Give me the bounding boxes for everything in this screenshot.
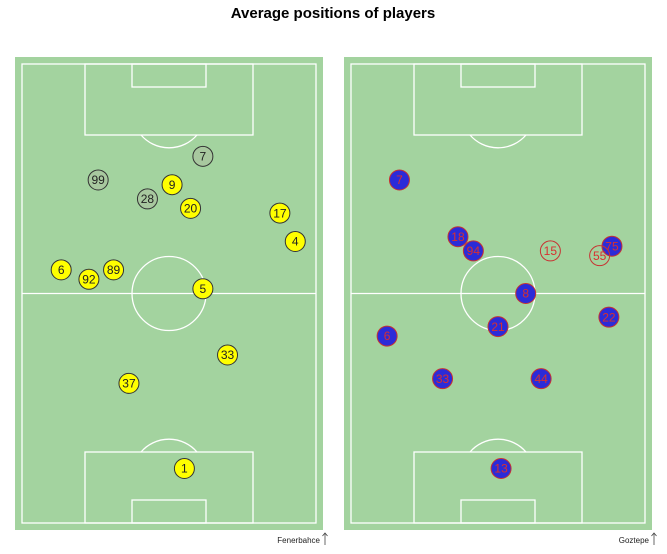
player-marker <box>180 197 202 219</box>
player-marker <box>103 259 125 281</box>
player-marker <box>192 278 214 300</box>
player-marker <box>376 325 398 347</box>
player-marker <box>589 245 611 267</box>
player-marker <box>284 230 306 252</box>
pitch-line <box>460 499 536 524</box>
player-marker <box>217 344 239 366</box>
player-number: 4 <box>292 235 299 249</box>
pitch-line <box>131 63 207 88</box>
player-marker <box>432 368 454 390</box>
pitch-line <box>469 438 527 453</box>
player-marker <box>515 283 537 304</box>
player-number: 20 <box>184 202 198 216</box>
player-number: 22 <box>602 310 616 324</box>
player-marker <box>388 169 410 191</box>
player-number: 55 <box>593 249 607 263</box>
player-marker <box>78 268 100 290</box>
player-number: 17 <box>273 206 287 220</box>
team-name: Goztepe <box>619 536 650 545</box>
team-name: Fenerbahce <box>277 536 320 545</box>
player-marker <box>192 145 214 167</box>
pitch-line <box>460 63 536 88</box>
player-marker <box>87 169 109 191</box>
player-number: 5 <box>200 282 207 296</box>
pitch-line <box>469 134 527 149</box>
player-marker <box>136 188 158 210</box>
player-number: 92 <box>82 272 96 286</box>
player-marker <box>50 259 72 281</box>
player-number: 44 <box>534 372 548 386</box>
player-number: 7 <box>200 150 207 164</box>
pitch-line <box>140 134 198 149</box>
player-marker <box>539 240 561 262</box>
player-marker <box>462 240 484 262</box>
player-number: 8 <box>522 287 529 301</box>
player-number: 15 <box>544 244 558 258</box>
player-marker <box>173 458 195 480</box>
pitch-line <box>140 438 198 453</box>
player-number: 21 <box>491 320 505 334</box>
player-number: 33 <box>221 348 235 362</box>
player-marker <box>447 226 469 248</box>
player-number: 33 <box>436 372 450 386</box>
player-marker <box>487 316 509 338</box>
player-marker <box>118 372 140 394</box>
player-number: 94 <box>467 244 481 258</box>
player-marker <box>530 368 552 390</box>
player-number: 89 <box>107 263 121 277</box>
player-marker <box>598 306 620 328</box>
player-number: 37 <box>122 377 136 391</box>
player-number: 28 <box>141 192 155 206</box>
player-marker <box>161 174 183 196</box>
pitch-line <box>131 499 207 524</box>
player-number: 75 <box>605 239 619 253</box>
player-number: 1 <box>181 462 188 476</box>
arrow <box>322 532 328 545</box>
player-number: 6 <box>58 263 65 277</box>
player-number: 9 <box>169 178 176 192</box>
player-number: 13 <box>494 462 508 476</box>
player-number: 18 <box>451 230 465 244</box>
player-number: 99 <box>91 173 105 187</box>
arrow <box>651 532 657 545</box>
chart-title: Average positions of players <box>231 5 436 22</box>
player-marker <box>269 202 291 224</box>
player-number: 6 <box>384 329 391 343</box>
player-number: 7 <box>396 173 403 187</box>
player-marker <box>490 458 512 480</box>
